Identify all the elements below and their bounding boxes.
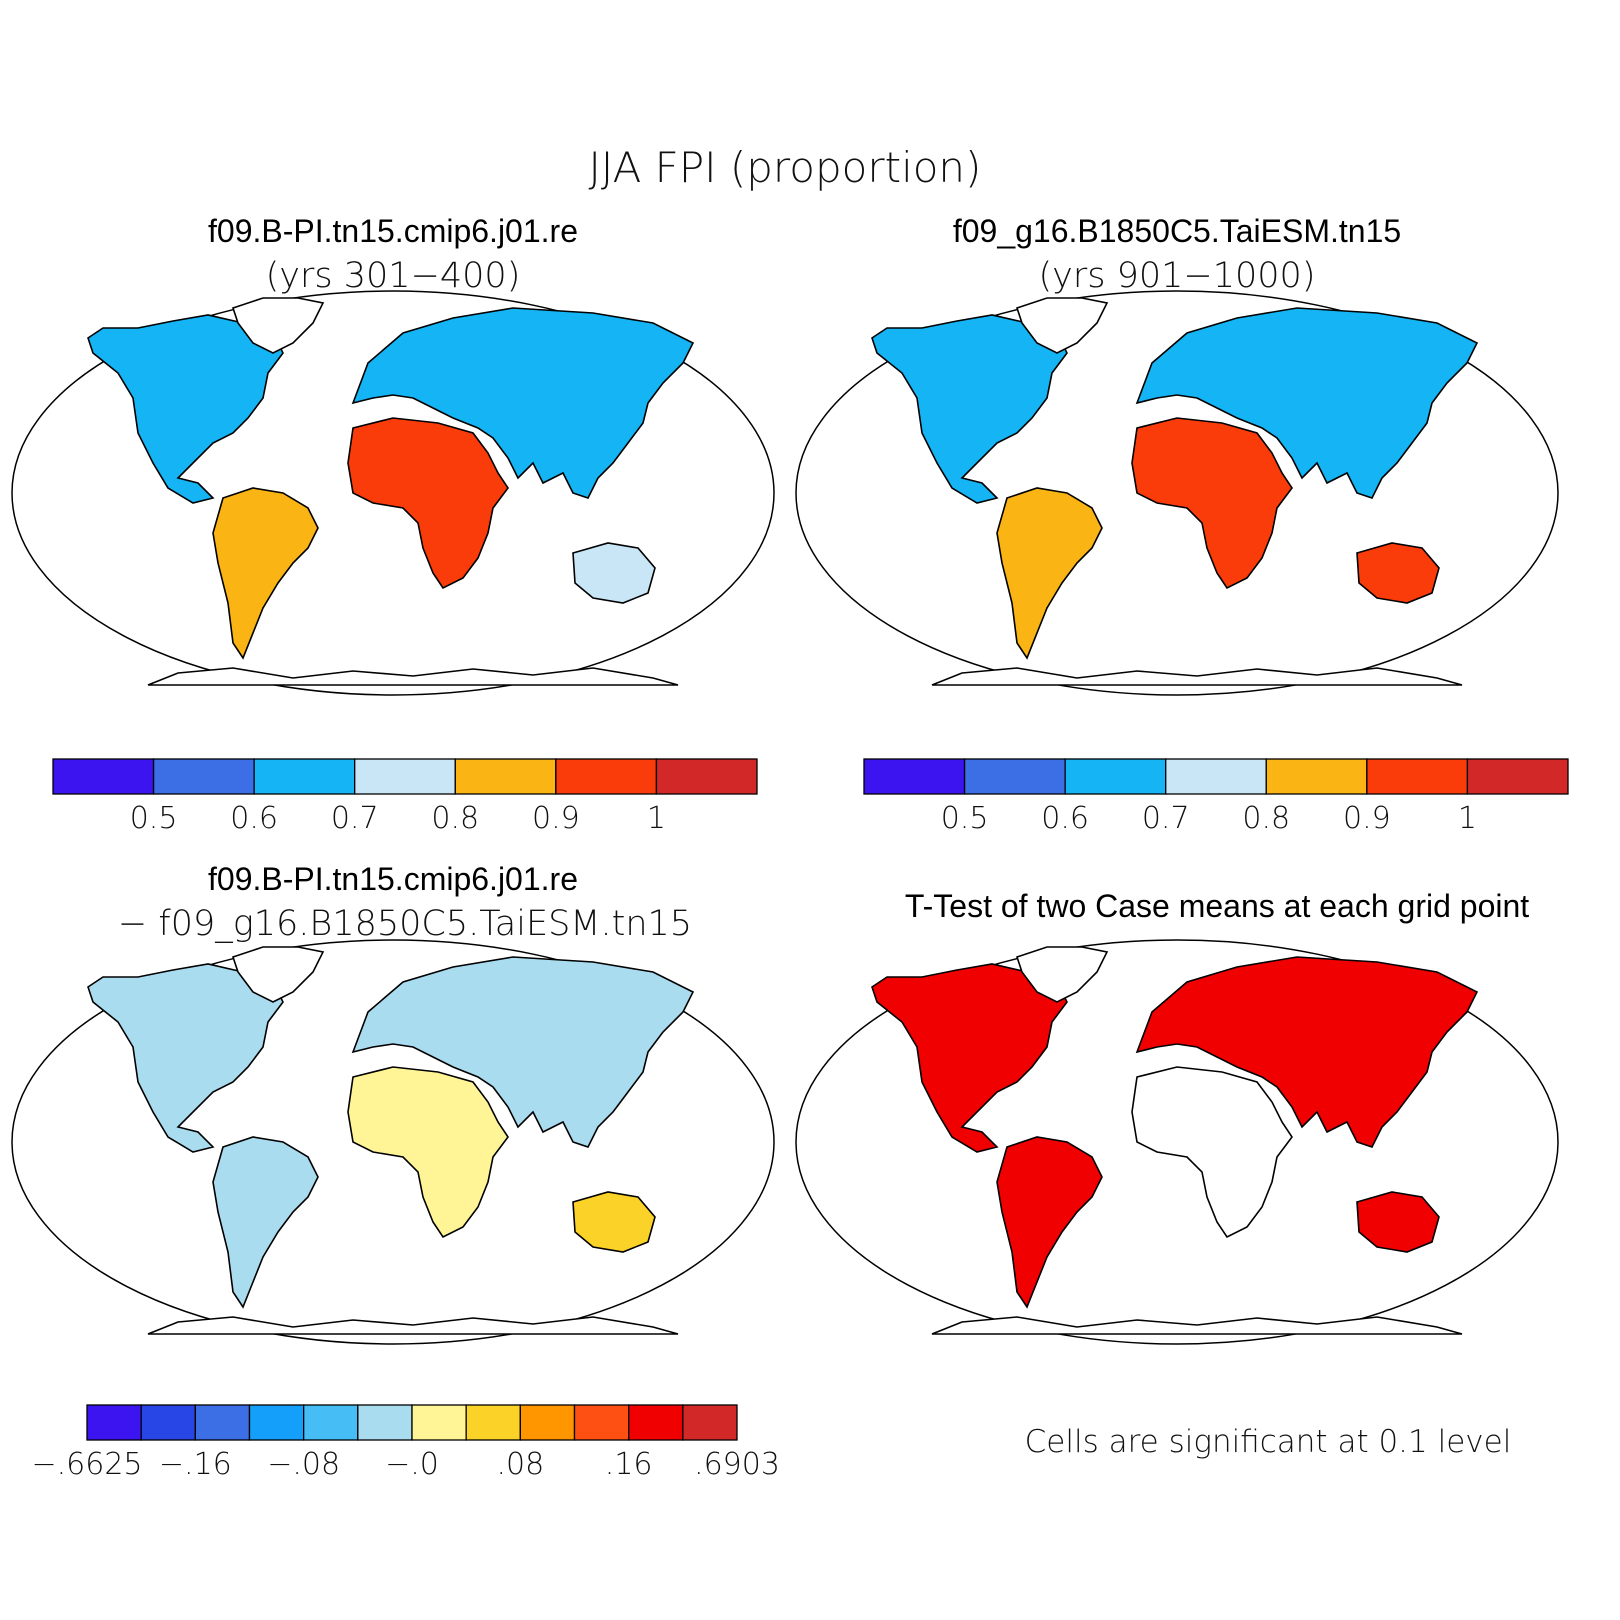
landmass-greenland <box>231 297 325 354</box>
colorbar-label: 1 <box>647 801 666 836</box>
colorbar-box <box>253 758 356 795</box>
colorbar-label: 1 <box>1458 801 1477 836</box>
panel-ttest-title: T-Test of two Case means at each grid po… <box>905 888 1529 924</box>
colorbar-label: −.16 <box>159 1447 232 1482</box>
map-case1 <box>11 290 775 696</box>
significance-note: Cells are significant at 0.1 level <box>1025 1424 1512 1460</box>
panel-case1: f09.B-PI.tn15.cmip6.j01.re (yrs 301−400) <box>11 213 775 696</box>
landmass-samerica <box>996 1136 1103 1309</box>
colorbar-box <box>140 1404 196 1441</box>
landmass-antarctica <box>147 667 679 686</box>
landmass-antarctica <box>147 1316 679 1335</box>
landmass-eurasia <box>351 307 695 499</box>
colorbar-box <box>194 1404 251 1441</box>
map-diff <box>11 939 775 1345</box>
landmass-samerica <box>212 1136 319 1309</box>
colorbar-box <box>1265 758 1368 795</box>
colorbar-label: 0.8 <box>1242 801 1290 836</box>
colorbar-label: .08 <box>496 1447 544 1482</box>
colorbar-label: 0.5 <box>130 801 178 836</box>
colorbar-box <box>655 758 758 795</box>
landmass-greenland <box>1015 946 1109 1003</box>
colorbar-label: 0.8 <box>431 801 479 836</box>
panel-ttest: T-Test of two Case means at each grid po… <box>795 888 1559 1345</box>
colorbar-label: .16 <box>605 1447 653 1482</box>
panel-diff-subtitle: − f09_g16.B1850C5.TaiESM.tn15 <box>118 904 692 944</box>
landmass-namerica <box>871 314 1068 504</box>
colorbar-diff: −.6625 −.16 −.08 −.0 .08 .16 .6903 <box>31 1404 780 1482</box>
colorbar-box <box>1466 758 1569 795</box>
landmass-australia <box>1356 542 1440 604</box>
landmass-samerica <box>212 487 319 660</box>
panel-case1-subtitle: (yrs 301−400) <box>266 256 521 296</box>
landmass-samerica <box>996 487 1103 660</box>
landmass-eurasia <box>351 956 695 1148</box>
colorbar-box <box>555 758 658 795</box>
colorbar-box <box>863 758 966 795</box>
panel-case2: f09_g16.B1850C5.TaiESM.tn15 (yrs 901−100… <box>795 213 1559 696</box>
colorbar-label: 0.7 <box>1142 801 1190 836</box>
colorbar-box <box>354 758 456 795</box>
landmass-australia <box>572 542 656 604</box>
landmass-australia <box>1356 1191 1440 1253</box>
landmass-antarctica <box>931 667 1463 686</box>
landmass-africa <box>1131 1066 1293 1239</box>
colorbar-box <box>248 1404 305 1441</box>
colorbar-box <box>1165 758 1267 795</box>
colorbar-box <box>357 1404 413 1441</box>
colorbar-box <box>52 758 155 795</box>
colorbar-label: 0.7 <box>331 801 379 836</box>
colorbar-box <box>963 758 1066 795</box>
panel-diff: f09.B-PI.tn15.cmip6.j01.re − f09_g16.B18… <box>11 861 775 1345</box>
colorbar-box <box>573 1404 630 1441</box>
colorbar-label: 0.6 <box>230 801 278 836</box>
panel-case2-title: f09_g16.B1850C5.TaiESM.tn15 <box>953 213 1401 249</box>
colorbar-box <box>628 1404 684 1441</box>
panel-diff-title: f09.B-PI.tn15.cmip6.j01.re <box>208 861 578 897</box>
panel-case2-subtitle: (yrs 901−1000) <box>1039 256 1316 296</box>
colorbar-box <box>411 1404 467 1441</box>
colorbar-box <box>465 1404 521 1441</box>
colorbar-label: 0.5 <box>941 801 989 836</box>
landmass-greenland <box>231 946 325 1003</box>
map-ttest <box>795 939 1559 1345</box>
colorbar-box <box>152 758 255 795</box>
landmass-namerica <box>87 314 284 504</box>
colorbar-box <box>303 1404 359 1441</box>
landmass-eurasia <box>1135 307 1479 499</box>
colorbar-label: −.08 <box>267 1447 340 1482</box>
colorbar-box <box>86 1404 142 1441</box>
landmass-australia <box>572 1191 656 1253</box>
landmass-africa <box>1131 417 1293 590</box>
landmass-greenland <box>1015 297 1109 354</box>
colorbar-label: −.6625 <box>31 1447 142 1482</box>
colorbar-label: .6903 <box>694 1447 780 1482</box>
colorbar-case2: 0.5 0.6 0.7 0.8 0.9 1 <box>863 758 1569 836</box>
figure-title: JJA FPI (proportion) <box>589 143 982 192</box>
map-case2 <box>795 290 1559 696</box>
colorbar-label: −.0 <box>385 1447 439 1482</box>
colorbar-label: 0.6 <box>1041 801 1089 836</box>
colorbar-box <box>1064 758 1167 795</box>
colorbar-label: 0.9 <box>1343 801 1391 836</box>
colorbar-box <box>519 1404 576 1441</box>
landmass-namerica <box>87 963 284 1153</box>
colorbar-label: 0.9 <box>532 801 580 836</box>
colorbar-box <box>1366 758 1469 795</box>
landmass-antarctica <box>931 1316 1463 1335</box>
colorbar-case1: 0.5 0.6 0.7 0.8 0.9 1 <box>52 758 758 836</box>
panel-case1-title: f09.B-PI.tn15.cmip6.j01.re <box>208 213 578 249</box>
landmass-africa <box>347 417 509 590</box>
colorbar-box <box>454 758 557 795</box>
colorbar-box <box>682 1404 738 1441</box>
landmass-africa <box>347 1066 509 1239</box>
landmass-namerica <box>871 963 1068 1153</box>
landmass-eurasia <box>1135 956 1479 1148</box>
